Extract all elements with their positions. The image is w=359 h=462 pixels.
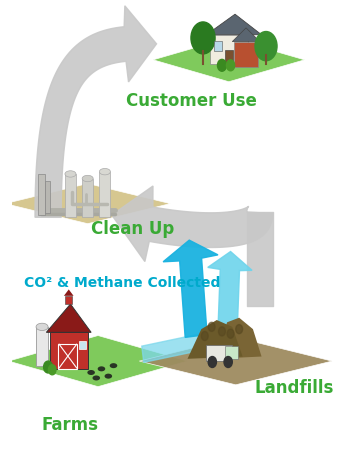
Circle shape xyxy=(224,357,232,367)
FancyBboxPatch shape xyxy=(79,340,86,349)
Text: CO² & Methane Collected: CO² & Methane Collected xyxy=(24,276,220,291)
Bar xyxy=(36,327,48,365)
Polygon shape xyxy=(232,28,260,42)
Polygon shape xyxy=(46,304,91,332)
Bar xyxy=(225,346,238,359)
Bar xyxy=(45,181,50,213)
Polygon shape xyxy=(234,42,258,67)
Text: Clean Up: Clean Up xyxy=(91,220,174,238)
Circle shape xyxy=(191,22,215,54)
Circle shape xyxy=(236,325,243,334)
Circle shape xyxy=(255,31,277,61)
Circle shape xyxy=(201,331,208,340)
Polygon shape xyxy=(112,186,273,261)
Ellipse shape xyxy=(87,370,95,375)
Bar xyxy=(82,178,93,217)
Ellipse shape xyxy=(65,171,76,177)
Circle shape xyxy=(43,361,52,373)
Ellipse shape xyxy=(104,374,112,379)
Polygon shape xyxy=(210,35,248,64)
Bar xyxy=(65,174,76,217)
Polygon shape xyxy=(35,6,157,217)
Bar xyxy=(59,344,77,369)
Polygon shape xyxy=(9,335,187,387)
Bar xyxy=(99,172,111,217)
Polygon shape xyxy=(225,50,233,64)
Polygon shape xyxy=(208,251,252,343)
Ellipse shape xyxy=(82,175,93,182)
Polygon shape xyxy=(206,14,262,35)
Polygon shape xyxy=(64,289,74,296)
Text: Landfills: Landfills xyxy=(255,379,334,397)
Circle shape xyxy=(227,60,235,71)
Ellipse shape xyxy=(99,169,111,175)
Polygon shape xyxy=(215,318,262,359)
Bar xyxy=(206,345,232,361)
Polygon shape xyxy=(163,240,218,337)
Ellipse shape xyxy=(93,376,100,381)
Bar xyxy=(50,332,88,369)
Polygon shape xyxy=(139,337,332,385)
Circle shape xyxy=(208,322,215,331)
Circle shape xyxy=(218,60,227,71)
Polygon shape xyxy=(153,38,304,82)
Circle shape xyxy=(48,365,56,375)
Ellipse shape xyxy=(98,366,105,371)
Bar xyxy=(38,174,45,215)
Circle shape xyxy=(227,329,234,338)
Polygon shape xyxy=(187,320,243,359)
Circle shape xyxy=(208,357,216,367)
Ellipse shape xyxy=(36,323,48,330)
Ellipse shape xyxy=(110,363,117,368)
Circle shape xyxy=(219,327,225,336)
Text: Farms: Farms xyxy=(42,416,99,434)
Polygon shape xyxy=(142,330,219,362)
Polygon shape xyxy=(214,41,222,51)
Bar xyxy=(65,296,72,304)
Polygon shape xyxy=(5,183,170,224)
Text: Customer Use: Customer Use xyxy=(126,92,256,110)
